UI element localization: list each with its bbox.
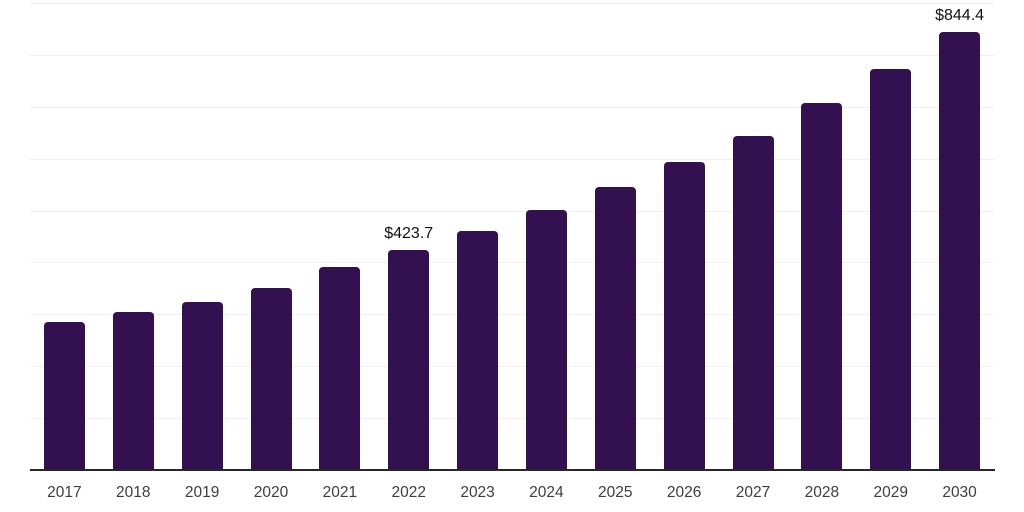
- gridline-200: [30, 366, 994, 368]
- x-tick-label-2019: 2019: [184, 484, 220, 501]
- data-label-2030: $844.4: [935, 6, 985, 24]
- bar-2027: [732, 135, 774, 470]
- x-tick-label-2030: 2030: [942, 484, 977, 501]
- x-tick-label-2020: 2020: [253, 484, 289, 501]
- bar-2020: [250, 287, 292, 470]
- bar-2017: [43, 322, 85, 470]
- bar-2025: [594, 187, 636, 470]
- gridline-700: [30, 106, 994, 108]
- x-tick-label-2025: 2025: [598, 484, 633, 501]
- bar-2024: [525, 209, 567, 470]
- gridline-100: [30, 418, 994, 420]
- gridline-800: [30, 54, 994, 56]
- x-tick-label-2021: 2021: [322, 484, 358, 501]
- gridline-300: [30, 314, 994, 316]
- bar-2021: [319, 267, 361, 470]
- bar-2023: [457, 230, 499, 470]
- x-tick-label-2029: 2029: [873, 484, 908, 501]
- x-tick-label-2017: 2017: [47, 484, 82, 501]
- gridline-500: [30, 210, 994, 212]
- bar-2019: [181, 301, 223, 470]
- bar-2018: [112, 312, 154, 470]
- x-tick-label-2028: 2028: [804, 484, 840, 501]
- bar-2022: [388, 250, 430, 470]
- x-tick-label-2022: 2022: [391, 484, 426, 501]
- bar-2030: [939, 31, 981, 470]
- x-tick-label-2023: 2023: [460, 484, 495, 501]
- data-label-2022: $423.7: [384, 225, 434, 243]
- bar-2026: [663, 162, 705, 470]
- x-tick-label-2026: 2026: [666, 484, 702, 501]
- gridline-400: [30, 262, 994, 264]
- x-tick-label-2018: 2018: [116, 484, 151, 501]
- gridline-600: [30, 158, 994, 160]
- bar-2028: [801, 103, 843, 470]
- x-tick-label-2027: 2027: [735, 484, 771, 501]
- gridline-900: [30, 3, 994, 4]
- x-axis-line: [30, 469, 995, 471]
- x-tick-label-2024: 2024: [529, 484, 564, 501]
- bar-2029: [870, 68, 912, 470]
